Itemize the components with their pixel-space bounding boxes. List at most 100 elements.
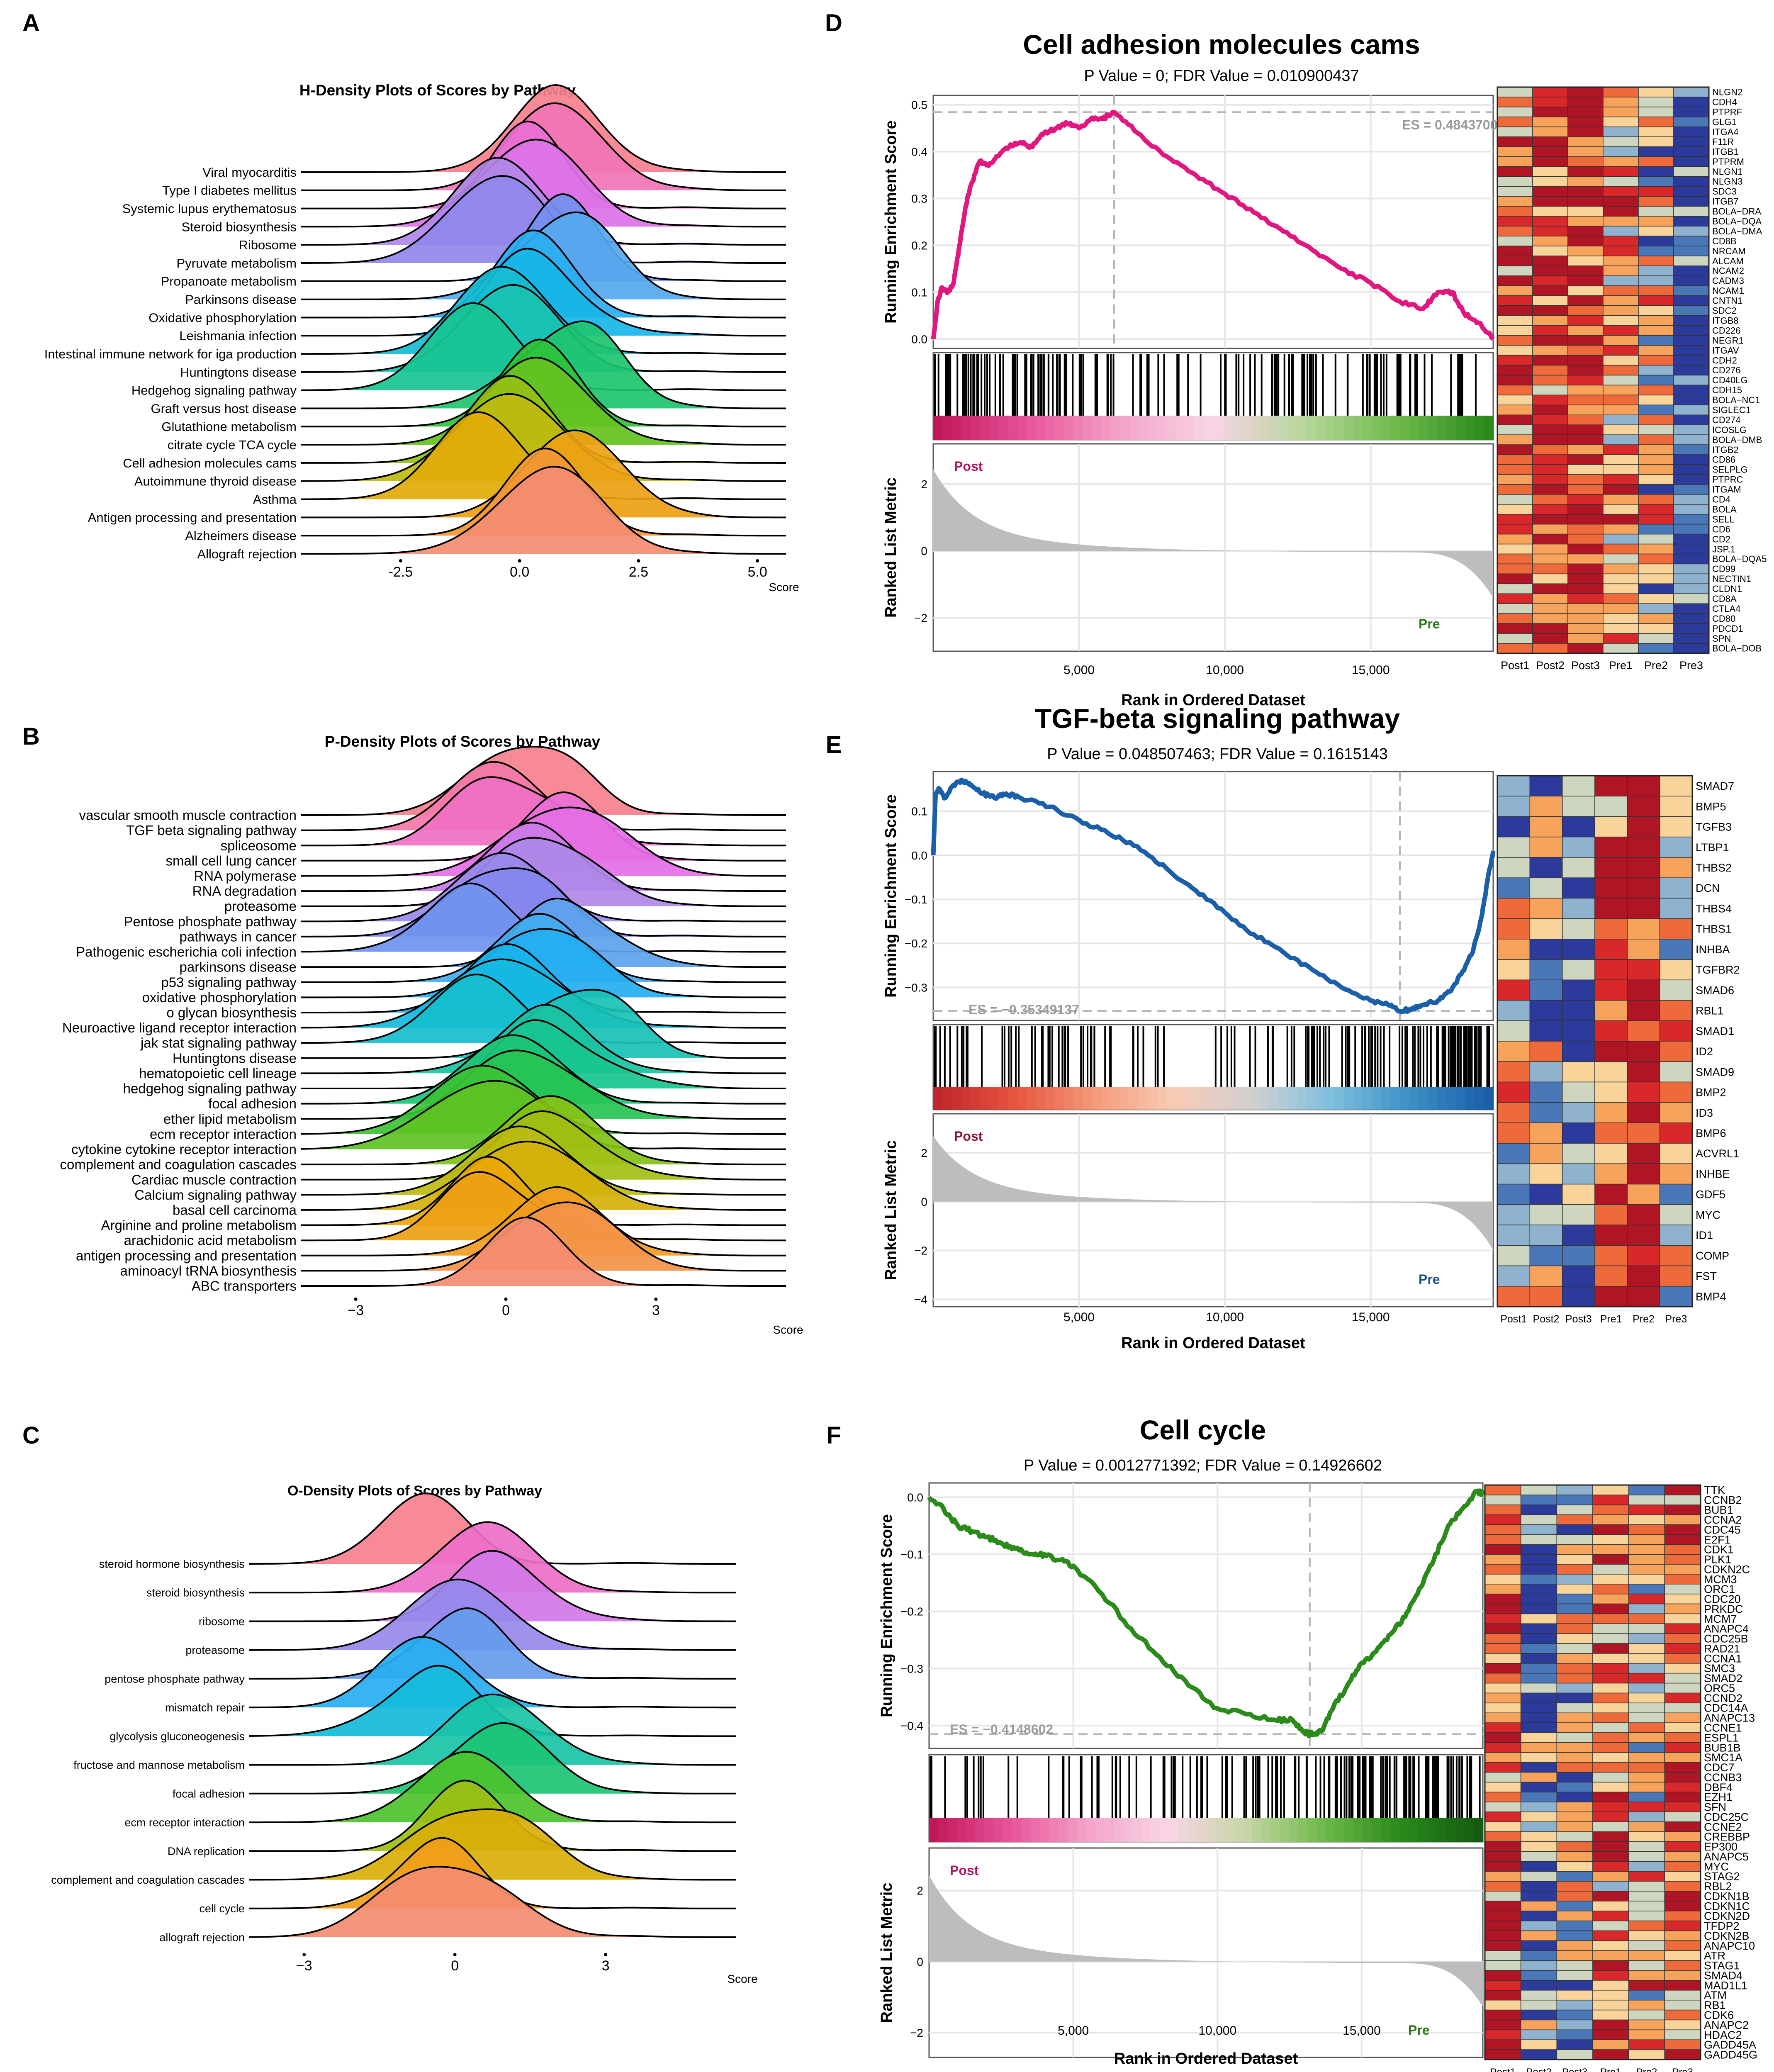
- heatmap-cell: [1673, 504, 1709, 515]
- heatmap-cell: [1673, 365, 1709, 376]
- heatmap-gene-label: EZH1: [1704, 1791, 1733, 1804]
- heatmap-cell: [1562, 1204, 1595, 1225]
- heatmap-gene-label: TGFBR2: [1696, 964, 1740, 976]
- pathway-label: citrate cycle TCA cycle: [168, 438, 297, 452]
- pathway-label: Glutathione metabolism: [161, 419, 297, 434]
- ridge-fill: [301, 747, 786, 815]
- heatmap-gene-label: CD99: [1712, 564, 1735, 574]
- rank-color-segment: [1104, 1818, 1114, 1842]
- heatmap-cell: [1638, 593, 1674, 604]
- heatmap-cell: [1532, 533, 1568, 545]
- heatmap-cell: [1603, 246, 1639, 256]
- rank-color-segment: [1064, 1087, 1074, 1110]
- heatmap-cell: [1497, 1286, 1531, 1307]
- heatmap-cell: [1673, 156, 1709, 167]
- heatmap-cell: [1664, 1603, 1701, 1614]
- panel-letter-c: C: [22, 1422, 40, 1449]
- metric-y-axis-label: Ranked List Metric: [878, 1883, 896, 2023]
- heatmap-cell: [1664, 1495, 1701, 1505]
- heatmap-cell: [1664, 1861, 1701, 1872]
- rank-color-segment: [1195, 416, 1205, 440]
- heatmap-gene-label: MCM7: [1704, 1613, 1737, 1625]
- heatmap-cell: [1592, 1673, 1629, 1684]
- heatmap-cell: [1628, 1702, 1665, 1713]
- heatmap-cell: [1664, 2029, 1701, 2040]
- heatmap-cell: [1638, 603, 1674, 614]
- heatmap-cell: [1638, 414, 1674, 425]
- heatmap-cell: [1638, 87, 1674, 97]
- pathway-label: mismatch repair: [165, 1702, 245, 1714]
- heatmap-cell: [1556, 1564, 1593, 1575]
- heatmap-cell: [1664, 1564, 1701, 1575]
- heatmap-cell: [1673, 484, 1709, 495]
- heatmap-cell: [1594, 1081, 1628, 1103]
- heatmap-cell: [1520, 1534, 1557, 1545]
- heatmap-cell: [1556, 1524, 1593, 1535]
- heatmap-gene-label: CCNB2: [1704, 1494, 1742, 1506]
- rank-color-segment: [1278, 416, 1288, 440]
- heatmap-cell: [1638, 136, 1674, 147]
- heatmap-gene-label: CD2: [1712, 534, 1730, 544]
- heatmap-cell: [1659, 1061, 1693, 1083]
- heatmap-cell: [1497, 127, 1533, 137]
- chart-subtitle: P Value = 0.0012771392; FDR Value = 0.14…: [1024, 1457, 1382, 1474]
- heatmap-cell: [1673, 355, 1709, 366]
- heatmap-gene-label: CD86: [1712, 455, 1735, 465]
- heatmap-cell: [1594, 898, 1628, 919]
- heatmap-cell: [1484, 1960, 1521, 1971]
- heatmap-gene-label: SDC3: [1712, 186, 1737, 197]
- heatmap-cell: [1497, 898, 1531, 919]
- heatmap-cell: [1638, 553, 1674, 565]
- rank-color-segment: [1101, 1087, 1111, 1110]
- heatmap-cell: [1497, 315, 1533, 326]
- heatmap-cell: [1592, 1593, 1629, 1605]
- heatmap-cell: [1592, 1752, 1629, 1763]
- pathway-label: basal cell carcinoma: [173, 1202, 297, 1217]
- heatmap-cell: [1497, 246, 1533, 256]
- heatmap-cell: [1638, 375, 1674, 386]
- rank-color-segment: [1197, 1818, 1207, 1842]
- heatmap-gene-label: ITGAM: [1712, 485, 1741, 495]
- es-y-tick: 0.0: [907, 1491, 923, 1504]
- heatmap-cell: [1659, 857, 1693, 878]
- heatmap-cell: [1673, 454, 1709, 465]
- heatmap-cell: [1594, 857, 1628, 878]
- heatmap-cell: [1532, 196, 1568, 207]
- heatmap-cell: [1520, 1802, 1557, 1812]
- heatmap-cell: [1603, 216, 1639, 227]
- ridge-outline: [301, 913, 786, 983]
- heatmap-cell: [1673, 146, 1709, 157]
- ridge-outline: [301, 822, 786, 892]
- heatmap-cell: [1638, 434, 1674, 445]
- heatmap-cell: [1562, 959, 1595, 981]
- heatmap-cell: [1520, 1613, 1557, 1624]
- heatmap-gene-label: BOLA−DQA: [1712, 216, 1762, 226]
- heatmap-cell: [1484, 1554, 1521, 1565]
- rank-color-segment: [1110, 1087, 1120, 1110]
- pathway-label: proteasome: [224, 898, 297, 914]
- heatmap-cell: [1520, 1990, 1557, 2001]
- heatmap-cell: [1592, 2029, 1629, 2040]
- rank-color-segment: [1446, 1087, 1456, 1110]
- ridge-outline: [249, 1636, 736, 1709]
- heatmap-gene-label: TGFB3: [1696, 821, 1732, 833]
- x-tick-label: −3: [348, 1303, 364, 1318]
- heatmap-cell: [1567, 593, 1604, 604]
- heatmap-cell: [1673, 107, 1709, 117]
- heatmap-cell: [1556, 1623, 1593, 1634]
- heatmap-cell: [1673, 206, 1709, 217]
- heatmap-cell: [1484, 1841, 1521, 1852]
- heatmap-cell: [1664, 1772, 1701, 1783]
- heatmap-cell: [1638, 285, 1674, 296]
- x-tick-mark: [604, 1953, 608, 1956]
- heatmap-cell: [1532, 285, 1568, 296]
- heatmap-cell: [1567, 285, 1604, 296]
- heatmap-cell: [1673, 315, 1709, 326]
- heatmap-cell: [1594, 1204, 1628, 1225]
- heatmap-cell: [1497, 583, 1533, 594]
- ridge-outline: [249, 1722, 736, 1794]
- heatmap-cell: [1556, 1613, 1593, 1624]
- heatmap-cell: [1484, 1633, 1521, 1644]
- heatmap-column-label: Post1: [1490, 2067, 1516, 2072]
- heatmap-cell: [1638, 494, 1674, 505]
